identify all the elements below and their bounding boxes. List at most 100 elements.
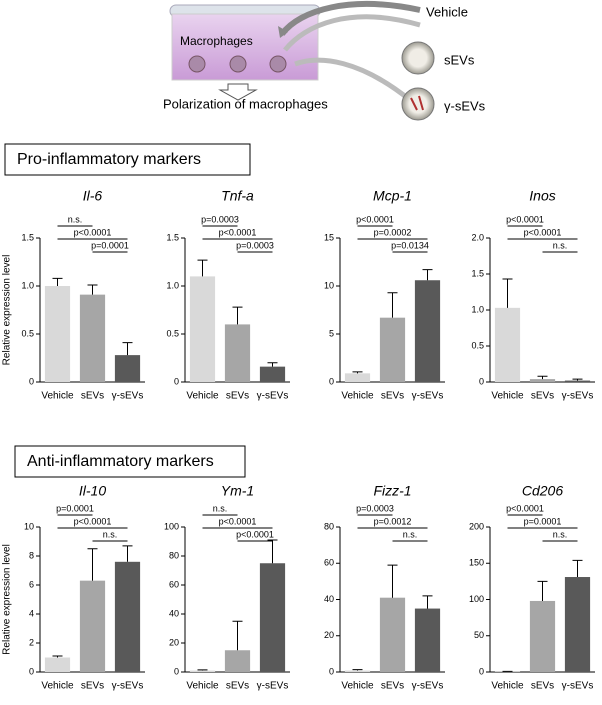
- chart-title: Tnf-a: [221, 188, 254, 204]
- bar: [190, 671, 215, 672]
- bar: [115, 562, 140, 672]
- error-bar: [123, 343, 133, 355]
- dish-label: Macrophages: [180, 34, 253, 48]
- section-title: Anti-inflammatory markers: [27, 453, 214, 470]
- significance-label: p=0.0003: [201, 214, 239, 224]
- significance-label: p=0.0001: [524, 516, 562, 526]
- bar: [380, 318, 405, 382]
- x-tick-label: Vehicle: [186, 391, 219, 402]
- y-tick-label: 0: [29, 376, 34, 386]
- chart-title: Fizz-1: [373, 483, 411, 499]
- chart-title: Il-6: [83, 188, 103, 204]
- treatment-label: Vehicle: [426, 4, 468, 19]
- x-tick-label: γ-sEVs: [257, 391, 289, 402]
- y-axis-label: Relative expression level: [2, 255, 13, 366]
- bar: [495, 308, 520, 382]
- error-bar: [198, 670, 208, 671]
- y-tick-label: 20: [169, 637, 179, 647]
- error-bar: [353, 670, 363, 671]
- bar: [45, 286, 70, 382]
- y-tick-label: 10: [324, 280, 334, 290]
- error-bar: [88, 285, 98, 295]
- y-tick-label: 1.0: [166, 280, 179, 290]
- x-tick-label: γ-sEVs: [112, 391, 144, 402]
- y-tick-label: 0: [479, 666, 484, 676]
- y-tick-label: 60: [169, 579, 179, 589]
- error-bar: [268, 363, 278, 367]
- cell: [270, 56, 286, 72]
- y-tick-label: 0: [174, 666, 179, 676]
- bar: [45, 658, 70, 673]
- y-tick-label: 1.5: [21, 232, 34, 242]
- y-tick-label: 1.5: [471, 268, 484, 278]
- significance-label: p<0.0001: [506, 214, 544, 224]
- y-tick-label: 0.5: [21, 328, 34, 338]
- y-tick-label: 0: [479, 376, 484, 386]
- y-tick-label: 100: [469, 594, 484, 604]
- x-tick-label: γ-sEVs: [412, 681, 444, 692]
- x-tick-label: Vehicle: [341, 391, 374, 402]
- y-tick-label: 2.0: [471, 232, 484, 242]
- chart-title: Inos: [529, 188, 555, 204]
- bar: [530, 379, 555, 382]
- y-tick-label: 60: [324, 558, 334, 568]
- error-bar: [423, 270, 433, 281]
- significance-label: p=0.0001: [91, 240, 129, 250]
- error-bar: [233, 621, 243, 650]
- bar: [115, 355, 140, 382]
- significance-label: n.s.: [103, 529, 118, 539]
- error-bar: [123, 546, 133, 562]
- y-tick-label: 1.0: [471, 304, 484, 314]
- bar: [80, 295, 105, 382]
- y-tick-label: 10: [24, 521, 34, 531]
- y-tick-label: 0.5: [166, 328, 179, 338]
- y-tick-label: 40: [324, 594, 334, 604]
- x-tick-label: sEVs: [81, 391, 104, 402]
- bar: [530, 601, 555, 672]
- bar: [225, 650, 250, 672]
- x-tick-label: Vehicle: [41, 681, 74, 692]
- error-bar: [388, 293, 398, 318]
- x-tick-label: sEVs: [226, 391, 249, 402]
- x-tick-label: sEVs: [531, 391, 554, 402]
- x-tick-label: Vehicle: [341, 681, 374, 692]
- bar: [80, 581, 105, 672]
- x-tick-label: γ-sEVs: [562, 391, 594, 402]
- error-bar: [53, 656, 63, 657]
- outcome-label: Polarization of macrophages: [163, 96, 328, 111]
- treatment-label: sEVs: [444, 52, 475, 67]
- significance-label: p=0.0012: [374, 516, 412, 526]
- x-tick-label: Vehicle: [186, 681, 219, 692]
- y-tick-label: 150: [469, 558, 484, 568]
- bar: [225, 324, 250, 382]
- significance-label: p=0.0134: [391, 240, 429, 250]
- y-tick-label: 0.5: [471, 340, 484, 350]
- error-bar: [503, 279, 513, 308]
- error-bar: [88, 549, 98, 581]
- x-tick-label: sEVs: [226, 681, 249, 692]
- significance-label: p<0.0001: [74, 516, 112, 526]
- x-tick-label: γ-sEVs: [562, 681, 594, 692]
- significance-label: p<0.0001: [219, 516, 257, 526]
- significance-label: n.s.: [553, 529, 568, 539]
- error-bar: [53, 278, 63, 286]
- significance-label: p<0.0001: [524, 227, 562, 237]
- chart-title: Ym-1: [221, 483, 254, 499]
- y-tick-label: 20: [324, 630, 334, 640]
- significance-label: n.s.: [213, 503, 228, 513]
- error-bar: [423, 596, 433, 609]
- y-tick-label: 200: [469, 521, 484, 531]
- x-tick-label: γ-sEVs: [412, 391, 444, 402]
- chart-title: Mcp-1: [373, 188, 412, 204]
- x-tick-label: sEVs: [381, 681, 404, 692]
- x-tick-label: γ-sEVs: [257, 681, 289, 692]
- chart-title: Il-10: [79, 483, 106, 499]
- bar: [345, 373, 370, 382]
- x-tick-label: sEVs: [81, 681, 104, 692]
- y-tick-label: 2: [29, 637, 34, 647]
- error-bar: [538, 376, 548, 379]
- bar: [565, 381, 590, 382]
- y-tick-label: 0: [329, 666, 334, 676]
- dish-diagram: Macrophages Vehicle sEVs γ-sEVs Polariza…: [163, 4, 486, 120]
